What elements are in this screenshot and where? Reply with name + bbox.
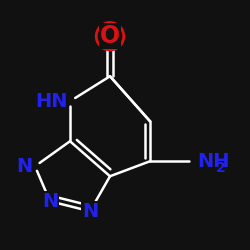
Text: N: N [82,202,98,221]
Text: 2: 2 [216,160,226,174]
Text: NH: NH [198,152,230,171]
Text: N: N [16,157,32,176]
Text: N: N [42,192,58,211]
Circle shape [96,22,124,50]
Text: O: O [100,24,120,48]
Text: HN: HN [35,92,68,111]
